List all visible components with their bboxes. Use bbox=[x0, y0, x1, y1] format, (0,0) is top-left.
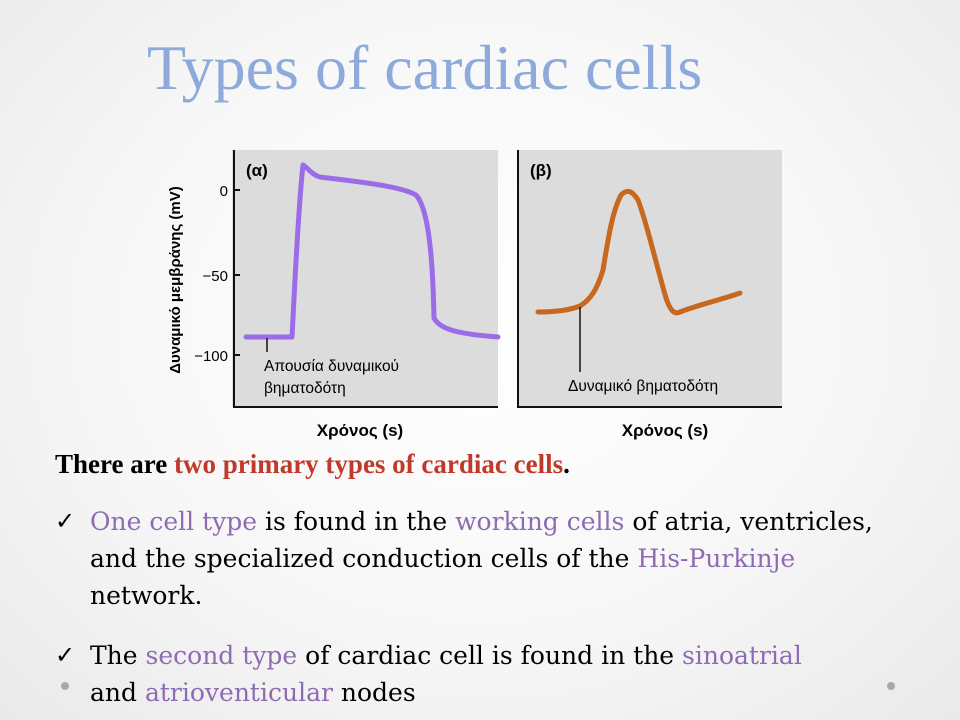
check-icon: ✓ bbox=[55, 641, 76, 669]
text-run: of cardiac cell is found in the bbox=[297, 641, 683, 670]
y-axis-label: Δυναμικό μεμβράνης (mV) bbox=[167, 186, 184, 374]
y-tick-label: −50 bbox=[203, 268, 228, 285]
panel-b-background bbox=[517, 150, 782, 407]
slide-title: Types of cardiac cells bbox=[147, 32, 703, 103]
pacemaker-action-potential-curve bbox=[535, 188, 743, 316]
text-run: network. bbox=[90, 581, 203, 610]
decorative-dot-right bbox=[887, 682, 895, 690]
text-run: and bbox=[90, 678, 145, 707]
term-one-cell-type: One cell type bbox=[90, 507, 258, 536]
intro-period: . bbox=[563, 449, 570, 479]
check-icon: ✓ bbox=[55, 507, 76, 535]
annotation-a-line1: Απουσία δυναμικού bbox=[264, 358, 399, 375]
text-run: nodes bbox=[332, 678, 416, 707]
panel-a-label: (α) bbox=[246, 161, 268, 180]
term-working-cells: working cells bbox=[455, 507, 625, 536]
term-his-purkinje: His-Purkinje bbox=[637, 544, 796, 573]
panel-b-label: (β) bbox=[530, 161, 552, 180]
text-run: The bbox=[90, 641, 146, 670]
annotation-a-line2: βηματοδότη bbox=[264, 380, 346, 397]
x-axis-label-a: Χρόνος (s) bbox=[317, 421, 403, 440]
y-tick-label: 0 bbox=[220, 183, 228, 200]
non-pacemaker-action-potential-curve bbox=[243, 162, 501, 340]
y-tick-label: −100 bbox=[194, 348, 228, 365]
bullet-text: The second type of cardiac cell is found… bbox=[90, 637, 900, 711]
decorative-dot-left bbox=[61, 682, 69, 690]
x-axis-label-b: Χρόνος (s) bbox=[622, 421, 708, 440]
action-potential-figure: 0 −50 −100 Δυναμικό μεμβράνης (mV) (α) Α… bbox=[160, 140, 790, 445]
term-atrioventicular: atrioventicular bbox=[144, 678, 333, 707]
annotation-b: Δυναμικό βηματοδότη bbox=[568, 378, 718, 395]
bullet-text: One cell type is found in the working ce… bbox=[90, 503, 900, 614]
text-run: of atria, ventricles, and the specialize… bbox=[90, 507, 873, 573]
term-sinoatrial: sinoatrial bbox=[682, 641, 802, 670]
term-second-type: second type bbox=[145, 641, 298, 670]
panel-a-background bbox=[232, 150, 498, 407]
intro-text: There are bbox=[55, 449, 174, 479]
intro-highlight: two primary types of cardiac cells bbox=[173, 449, 564, 479]
text-run: is found in the bbox=[257, 507, 456, 536]
action-potential-graphs: 0 −50 −100 Δυναμικό μεμβράνης (mV) (α) Α… bbox=[167, 150, 782, 440]
intro-sentence: There are two primary types of cardiac c… bbox=[55, 446, 570, 482]
